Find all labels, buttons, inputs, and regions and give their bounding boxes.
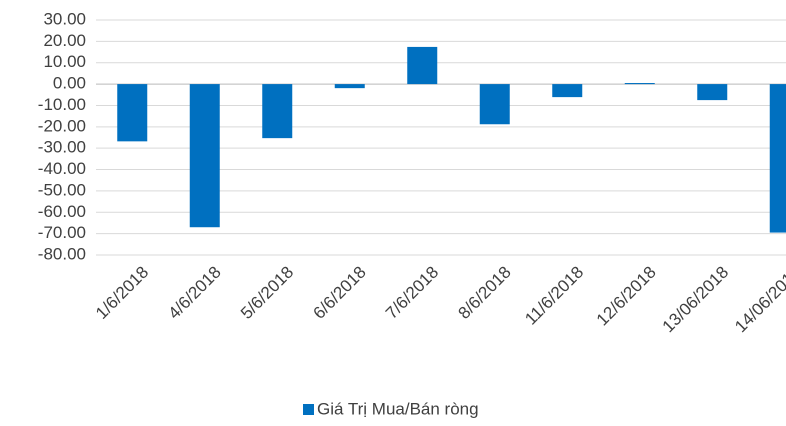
bar (189, 84, 220, 228)
y-tick-label: 20.00 (43, 31, 86, 50)
bar (624, 83, 655, 85)
bar (262, 84, 293, 139)
y-tick-label: -10.00 (38, 95, 86, 114)
bar (334, 84, 365, 89)
legend-label: Giá Trị Mua/Bán ròng (317, 399, 479, 418)
bar (479, 84, 510, 125)
y-tick-label: 0.00 (53, 74, 86, 93)
y-tick-label: -80.00 (38, 244, 86, 263)
x-tick-label: 8/6/2018 (455, 263, 515, 323)
bar (407, 46, 438, 85)
x-tick-label: 5/6/2018 (237, 263, 297, 323)
x-tick-label: 13/06/2018 (659, 263, 733, 337)
x-tick-label: 1/6/2018 (92, 263, 152, 323)
y-tick-label: -30.00 (38, 138, 86, 157)
y-tick-label: -60.00 (38, 202, 86, 221)
y-tick-label: 30.00 (43, 9, 86, 28)
y-tick-label: -40.00 (38, 159, 86, 178)
x-tick-label: 14/06/2018 (731, 263, 786, 337)
legend-swatch (303, 404, 314, 415)
bar (769, 84, 786, 233)
bar (552, 84, 583, 98)
x-tick-label: 6/6/2018 (310, 263, 370, 323)
y-tick-label: -20.00 (38, 116, 86, 135)
x-tick-label: 7/6/2018 (382, 263, 442, 323)
y-tick-label: -70.00 (38, 223, 86, 242)
x-tick-label: 12/6/2018 (593, 263, 660, 330)
y-tick-label: 10.00 (43, 52, 86, 71)
y-tick-label: -50.00 (38, 180, 86, 199)
bar (697, 84, 728, 101)
x-tick-label: 4/6/2018 (165, 263, 225, 323)
x-tick-label: 11/6/2018 (521, 263, 587, 329)
bar (117, 84, 148, 142)
